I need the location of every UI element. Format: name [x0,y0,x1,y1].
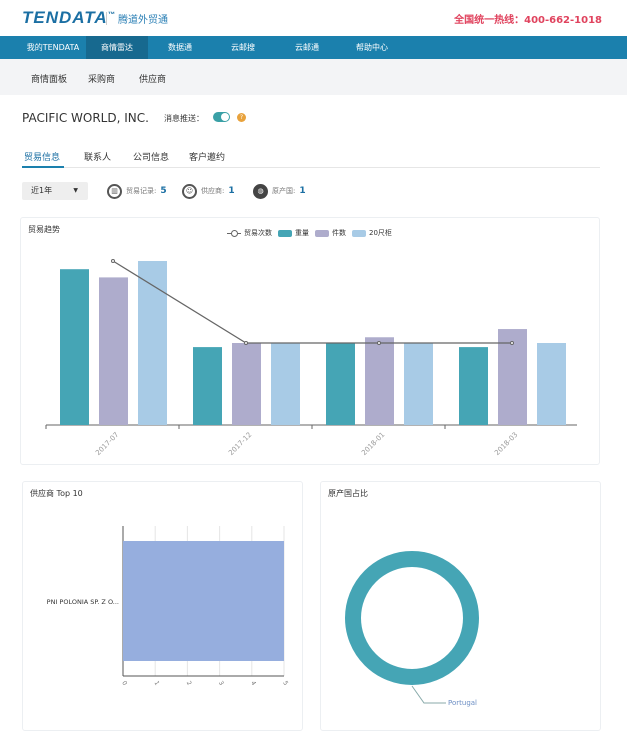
slogan: 腾道外贸通 [118,15,168,26]
trade-trend-card: 贸易趋势 贸易次数 重量 件数 20尺柜 2017-07 2017-12 2018-… [20,217,600,465]
legend-item[interactable]: 贸易次数 [227,228,272,238]
bar-件数 [99,277,128,425]
stat-value: 5 [160,186,167,196]
stat-label: 原产国: [272,187,296,195]
hotline: 全国统一热线：400-662-1018 [454,15,602,26]
stat-origins: ◍ 原产国: 1 [253,183,306,199]
bar-重量 [459,347,488,425]
legend-label: 件数 [332,229,346,237]
divider [106,12,107,25]
line-point [510,341,514,345]
x-tick-label: 4 [249,680,257,687]
logo-tm: ™ [107,11,116,19]
origin-share-card: 原产国占比 Portugal [320,481,601,731]
push-toggle[interactable] [213,112,230,122]
swatch [278,229,292,237]
line-point [244,341,248,345]
help-icon[interactable]: ? [237,113,246,122]
bar-20尺柜 [537,343,566,425]
supplier-bar [123,541,284,661]
stat-value: 1 [228,186,235,196]
x-tick-label: 0 [120,680,128,687]
bar-20尺柜 [404,343,433,425]
tabs-divider [22,167,600,168]
x-tick-label: 2 [185,680,193,687]
line-point [377,341,381,345]
legend-label: 贸易次数 [244,229,272,237]
logo-text: TENDATA [22,8,108,27]
range-select[interactable]: 近1年 ▼ [22,182,88,200]
push-label: 消息推送： [164,114,204,123]
bar-件数 [365,337,394,425]
subnav-dashboard[interactable]: 商情面板 [31,75,68,85]
subnav-suppliers[interactable]: 供应商 [139,75,167,85]
company-name: PACIFIC WORLD, INC. [22,111,149,125]
stat-trade-records: ▥ 贸易记录: 5 [107,183,167,199]
label-leader [411,685,446,704]
tab-invite[interactable]: 客户邀约 [189,153,226,163]
supplier-chart: 0 1 2 3 4 5 PNI POLONIA SP. Z O... [47,526,289,687]
nav-mail-search[interactable]: 云邮搜 [231,43,255,52]
donut-slice-Portugal [345,551,479,685]
stat-value: 1 [299,186,306,196]
legend-item[interactable]: 件数 [315,228,346,238]
tab-company-info[interactable]: 公司信息 [133,153,170,163]
origin-chart: Portugal [345,551,479,707]
main-nav: 我的TENDATA 商情雷达 数据通 云邮搜 云邮通 帮助中心 [0,36,627,59]
y-tick-label: PNI POLONIA SP. Z O... [47,598,119,606]
slice-label: Portugal [448,699,477,707]
x-tick-label: 3 [217,680,225,687]
sub-nav: 商情面板 采购商 供应商 [0,59,627,95]
x-tick-label: 2017-07 [94,431,120,457]
tab-trade-info[interactable]: 贸易信息 [24,153,61,163]
range-value: 近1年 [31,186,53,195]
stat-label: 贸易记录: [126,187,157,195]
bar-重量 [193,347,222,425]
stat-label: 供应商: [201,187,225,195]
supplier-top10-card: 供应商 Top 10 0 1 2 3 4 5 PNI POLONIA SP. Z O... [22,481,303,731]
header: TENDATA™ 腾道外贸通 全国统一热线：400-662-1018 [0,0,627,36]
x-tick-label: 5 [281,680,289,687]
nav-my-tendata[interactable]: 我的TENDATA [26,43,80,52]
subnav-buyers[interactable]: 采购商 [88,75,116,85]
stat-suppliers: ☺ 供应商: 1 [182,183,235,199]
x-tick-label: 2018-03 [493,431,519,457]
swatch [315,229,329,237]
card-title: 原产国占比 [328,489,368,498]
globe-icon: ◍ [253,183,268,199]
logo[interactable]: TENDATA™ [22,8,116,28]
swatch [352,229,366,237]
active-tab-indicator [22,166,64,168]
bar-重量 [60,269,89,425]
line-trade-count [112,260,512,344]
legend-item[interactable]: 重量 [278,228,309,238]
trend-chart: 2017-07 2017-12 2018-01 2018-03 [45,259,577,457]
card-title: 供应商 Top 10 [30,489,83,498]
bar-件数 [232,343,261,425]
line-swatch [227,229,241,237]
nav-market-radar[interactable]: 商情雷达 [86,36,148,59]
legend-label: 20尺柜 [369,229,392,237]
bar-件数 [498,329,527,425]
card-title: 贸易趋势 [28,225,60,234]
nav-help[interactable]: 帮助中心 [356,43,388,52]
x-tick-label: 2018-01 [360,431,386,457]
caret-down-icon: ▼ [73,187,78,194]
legend: 贸易次数 重量 件数 20尺柜 [227,228,392,238]
x-tick-label: 2017-12 [227,431,253,457]
nav-data[interactable]: 数据通 [168,43,192,52]
legend-item[interactable]: 20尺柜 [352,228,392,238]
legend-label: 重量 [295,229,309,237]
person-icon: ☺ [182,183,197,199]
line-point [111,259,115,263]
x-tick-label: 1 [153,680,161,687]
bar-20尺柜 [138,261,167,425]
bar-重量 [326,343,355,425]
bar-20尺柜 [271,343,300,425]
chart-icon: ▥ [107,183,122,199]
nav-mail[interactable]: 云邮通 [295,43,319,52]
tab-contacts[interactable]: 联系人 [84,153,112,163]
